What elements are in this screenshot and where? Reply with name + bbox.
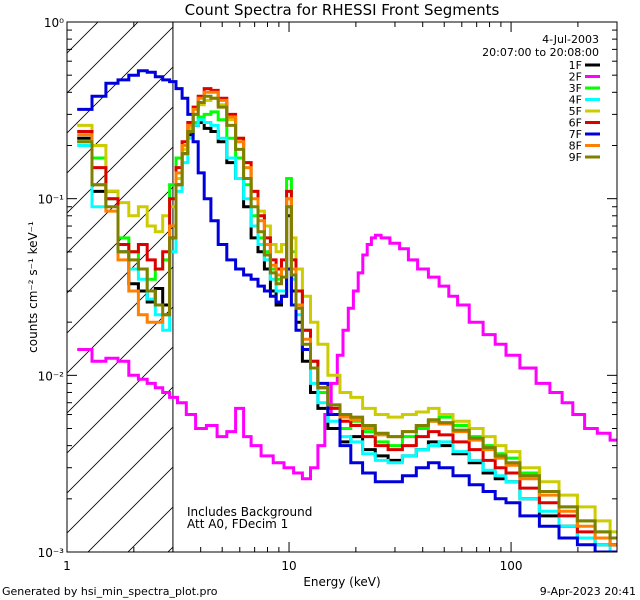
legend-label-2F: 2F (569, 71, 582, 84)
y-tick-label: 10⁻³ (38, 546, 65, 560)
series-7F-line (77, 69, 617, 552)
legend-label-5F: 5F (569, 105, 582, 118)
annotation-attenuator: Att A0, FDecim 1 (187, 517, 288, 531)
footer-date: 9-Apr-2023 20:41 (540, 585, 636, 598)
x-tick-label: 1 (63, 559, 71, 573)
legend-label-4F: 4F (569, 94, 582, 107)
series-2F-line (77, 233, 617, 481)
annotation-background: Includes Background (187, 505, 312, 519)
plot-frame (66, 21, 618, 553)
y-tick-label: 10⁻¹ (38, 193, 65, 207)
y-axis-label: counts cm⁻² s⁻¹ keV⁻¹ (26, 221, 40, 353)
chart-title: Count Spectra for RHESSI Front Segments (185, 1, 500, 19)
x-axis-label: Energy (keV) (303, 575, 380, 589)
time-range-label: 20:07:00 to 20:08:00 (482, 46, 599, 59)
y-tick-label: 10⁻² (38, 369, 65, 383)
y-tick-label: 10⁰ (44, 16, 64, 30)
date-label: 4-Jul-2003 (542, 33, 599, 46)
legend-label-1F: 1F (569, 59, 582, 72)
legend-label-6F: 6F (569, 117, 582, 130)
legend-label-8F: 8F (569, 140, 582, 153)
legend-label-3F: 3F (569, 82, 582, 95)
legend-label-9F: 9F (569, 151, 582, 164)
x-tick-label: 100 (500, 559, 523, 573)
footer-generated-by: Generated by hsi_min_spectra_plot.pro (2, 585, 218, 598)
legend-label-7F: 7F (569, 128, 582, 141)
series-9F-line (77, 94, 617, 540)
x-tick-label: 10 (281, 559, 296, 573)
